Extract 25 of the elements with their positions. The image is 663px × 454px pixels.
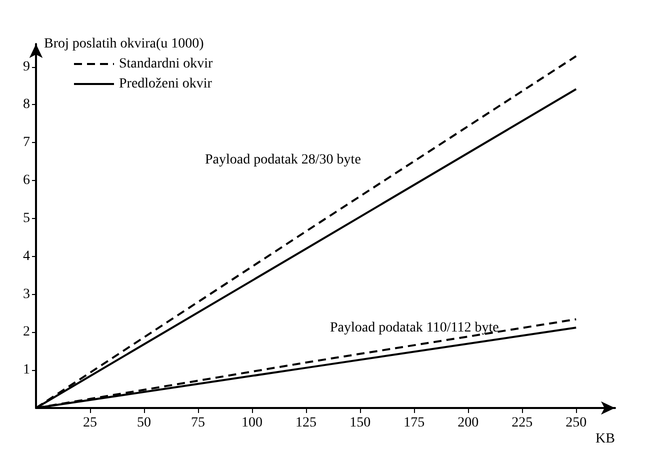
y-tick-label: 4 [23,248,30,264]
x-tick-label: 125 [296,416,317,430]
x-tick-label: 200 [458,416,479,430]
y-tick-label: 8 [23,97,30,112]
x-axis-title: KB [596,432,615,446]
x-tick-label: 150 [350,416,371,430]
x-tick-label: 175 [404,416,425,430]
y-tick-label: 6 [23,173,30,188]
annotation: Payload podatak 28/30 byte [205,152,361,168]
y-tick-label: 2 [23,324,30,340]
x-tick-label: 100 [242,416,263,430]
x-tick-label: 75 [191,416,206,430]
y-tick-label: 9 [23,59,30,74]
x-tick-label: 25 [83,416,98,430]
y-tick-label: 1 [23,362,30,378]
legend-label: Standardni okvir [119,56,214,72]
legend-label: Predloženi okvir [119,76,212,92]
y-tick-label: 3 [23,286,30,302]
x-tick-label: 250 [566,416,587,430]
annotation: Payload podatak 110/112 byte [330,320,499,336]
y-axis-title: Broj poslatih okvira(u 1000) [44,36,204,52]
x-tick-label: 225 [512,416,533,430]
x-tick-label: 50 [137,416,152,430]
y-tick-label: 7 [23,135,30,150]
y-tick-label: 5 [23,210,30,226]
